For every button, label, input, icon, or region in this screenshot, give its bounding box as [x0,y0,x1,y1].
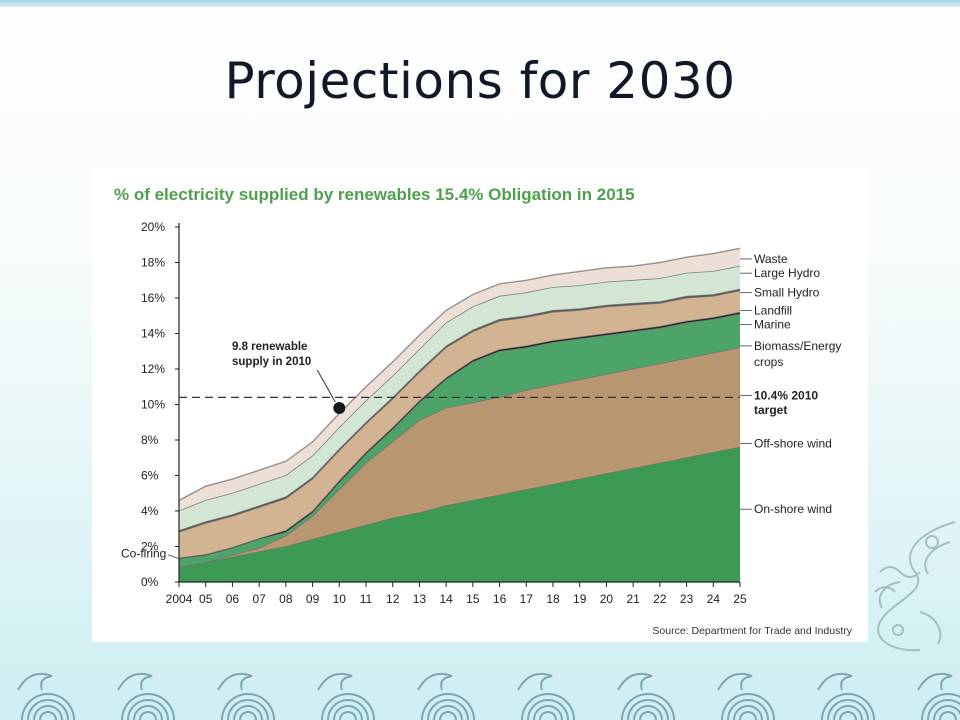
series-outline-7 [178,247,741,502]
x-tick-label: 2004 [166,592,193,606]
renewables-chart: % of electricity supplied by renewables … [114,185,853,637]
x-tick-label: 14 [439,592,453,606]
x-tick-label: 15 [466,592,480,606]
y-tick-label: 4% [141,504,159,518]
x-tick-label: 19 [573,592,587,606]
dragon-ornament [874,521,956,652]
chart-title: % of electricity supplied by renewables … [114,185,635,204]
x-tick-label: 16 [493,592,507,606]
y-tick-label: 16% [141,291,165,305]
x-tick-label: 10 [333,592,347,606]
annotation-text-line2: supply in 2010 [232,356,311,368]
series-area-1 [179,347,740,568]
x-tick-label: 24 [707,592,721,606]
series-outline-5 [178,288,741,531]
annotation-dot [333,402,346,415]
wave-motif [417,672,475,720]
series-label: Marine [754,318,791,332]
y-tick-label: 14% [141,327,165,341]
series-outline-3 [178,311,741,559]
series-label: Landfill [754,303,792,317]
series-label: Biomass/Energy [754,339,841,353]
series-label: Off-shore wind [754,437,832,451]
cofiring-label: Co-firing [121,547,166,561]
y-tick-label: 2% [141,540,159,554]
x-tick-label: 18 [546,592,560,606]
wave-motif [217,672,275,720]
chart-panel: % of electricity supplied by renewables … [92,168,868,642]
source-note: Source: Department for Trade and Industr… [652,625,852,637]
x-tick-label: 23 [680,592,694,606]
series-label: On-shore wind [754,502,832,516]
series-outline-6 [178,265,741,512]
cofiring-leader [167,554,180,560]
y-tick-label: 0% [141,575,159,589]
x-tick-label: 08 [279,592,293,606]
wave-motif [717,672,775,720]
y-tick-label: 10% [141,398,165,412]
series-label: Small Hydro [754,286,820,300]
wave-motif [517,672,575,720]
wave-motif [617,672,675,720]
annotation-leader [316,369,336,403]
series-area-4 [179,290,740,558]
series-outline-0 [178,446,741,569]
x-tick-label: 25 [733,592,747,606]
y-tick-label: 8% [141,433,159,447]
series-outline-2 [178,313,741,560]
wave-motif [117,672,175,720]
y-tick-label: 6% [141,469,159,483]
y-tick-label: 20% [141,220,165,234]
x-tick-label: 07 [252,592,266,606]
annotation-text-line1: 9.8 renewable [232,341,307,353]
series-area-6 [179,266,740,531]
series-label: Waste [754,252,788,266]
x-tick-label: 20 [600,592,614,606]
wave-motif [17,672,75,720]
x-tick-label: 13 [413,592,427,606]
wave-motif [817,672,875,720]
series-area-2 [179,314,740,568]
series-label: target [754,403,787,417]
x-tick-label: 17 [520,592,534,606]
x-tick-label: 22 [653,592,667,606]
y-tick-label: 12% [141,362,165,376]
x-tick-label: 09 [306,592,320,606]
series-area-7 [179,248,740,512]
wave-motif [317,672,375,720]
x-tick-label: 12 [386,592,400,606]
series-label: Large Hydro [754,266,820,280]
series-outline-4 [178,290,741,533]
top-rule [0,0,960,7]
slide-title: Projections for 2030 [224,52,736,110]
wave-motif [917,672,960,720]
y-tick-label: 18% [141,256,165,270]
series-label: 10.4% 2010 [754,389,818,403]
wave-border [17,672,960,720]
series-outline-1 [178,347,741,569]
x-tick-label: 05 [199,592,213,606]
x-tick-label: 21 [626,592,640,606]
x-tick-label: 06 [226,592,240,606]
series-label: crops [754,355,783,369]
series-area-0 [179,447,740,582]
x-tick-label: 11 [360,592,373,606]
